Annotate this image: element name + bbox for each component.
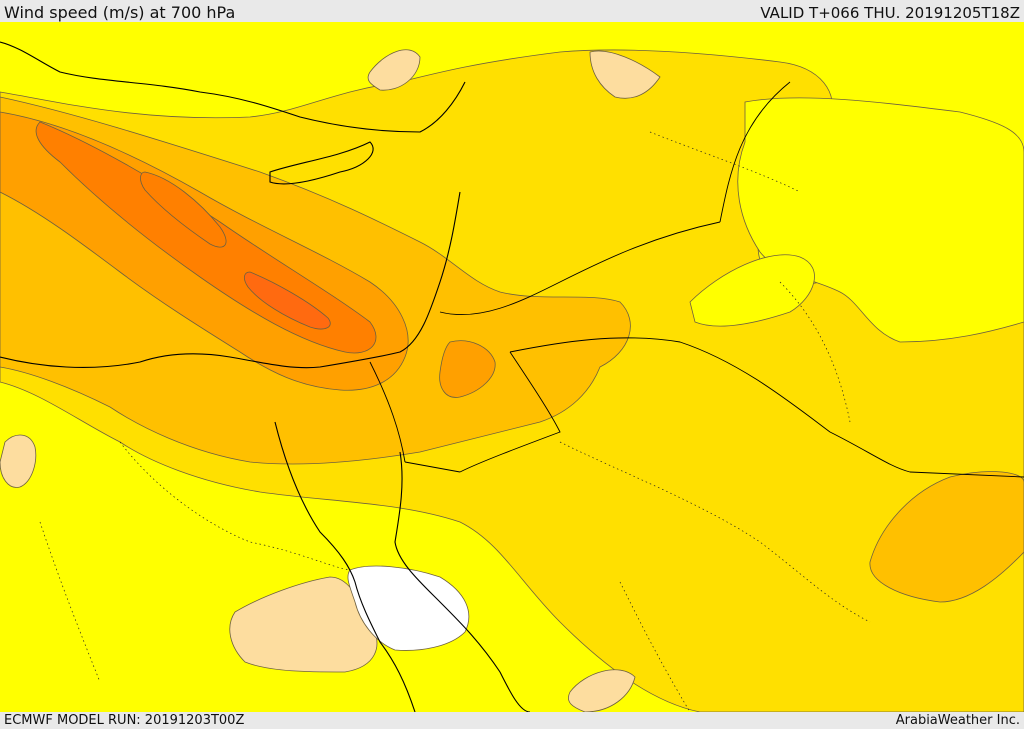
valid-time: VALID T+066 THU. 20191205T18Z [760,4,1020,22]
band-mid-east [869,471,1024,603]
model-run-label: ECMWF MODEL RUN: 20191203T00Z [4,713,245,728]
calm-patch-egypt [229,576,378,673]
borders [369,81,1024,478]
band-hole-east [737,97,1024,343]
band-orange-jordan [439,340,496,398]
header-bar [0,0,1024,22]
map-title: Wind speed (m/s) at 700 hPa [4,3,236,22]
footer-bar [0,712,1024,729]
wind-speed-map [0,22,1024,712]
internal-borders [39,131,871,712]
band-darkest [244,271,331,330]
calm-patch-north [589,50,661,99]
credit-label: ArabiaWeather Inc. [895,713,1020,728]
band-darkest-north [140,171,227,248]
calm-patch-white [347,565,470,651]
band-hole-iraq [689,254,815,327]
calm-patch-arabia [568,669,636,712]
calm-patch-turkey [367,49,421,91]
calm-patch-libya [0,434,37,488]
coastlines [0,41,531,712]
